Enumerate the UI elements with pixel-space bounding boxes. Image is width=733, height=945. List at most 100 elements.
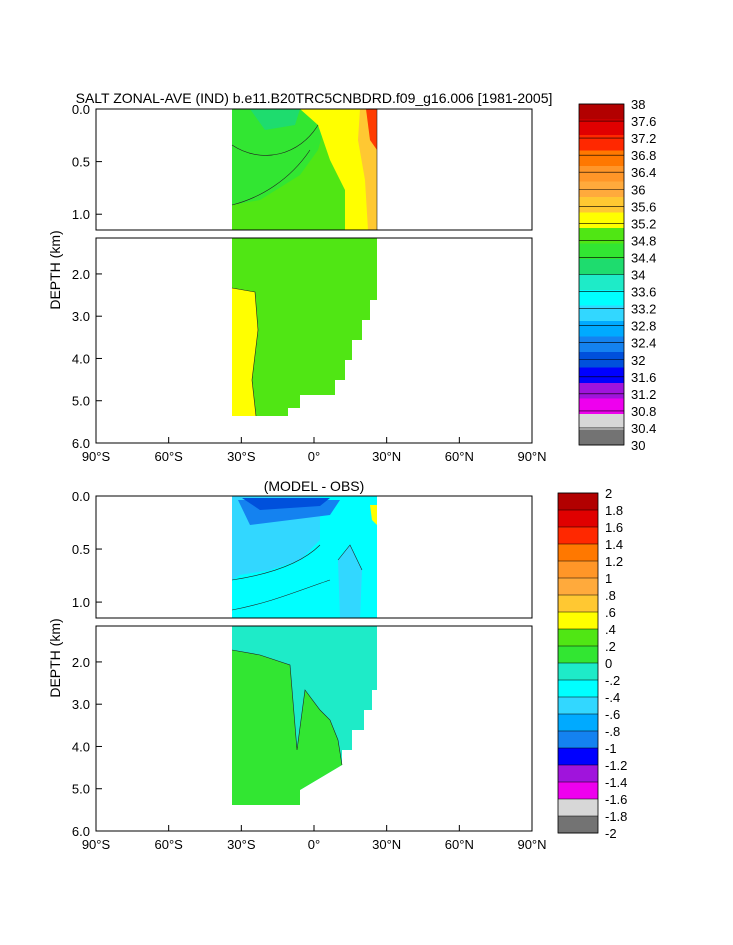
y-tick-label: 5.0: [72, 782, 90, 797]
x-tick-label: 60°N: [445, 449, 474, 464]
colorbar-label: 34.4: [631, 250, 656, 265]
x-tick-label: 60°S: [154, 837, 183, 852]
x-tick-group: 90°S 60°S 30°S 0° 30°N 60°N 90°N: [82, 437, 547, 464]
colorbar-label: -2: [605, 826, 617, 841]
y-tick-label: 5.0: [72, 394, 90, 409]
y-tick-label: 4.0: [72, 739, 90, 754]
colorbar-swatch: [579, 228, 624, 244]
upper-panel-frame: [95, 495, 533, 619]
colorbar-label: 36.4: [631, 165, 656, 180]
field-surface-positive: [370, 505, 377, 525]
field-saline-southern-deep: [232, 288, 258, 416]
contour-line-deep: [231, 287, 259, 417]
x-tick-label: 90°S: [82, 837, 111, 852]
field-north-tongue: [338, 545, 362, 618]
x-tick-label: 30°N: [372, 449, 401, 464]
colorbar-label: 32.8: [631, 319, 656, 334]
y-tick-label: 0.5: [72, 542, 90, 557]
contour-lines-upper: [231, 124, 319, 206]
field-deep: [232, 238, 377, 416]
upper-panel-field: [231, 109, 378, 230]
colorbar-label: 33.6: [631, 285, 656, 300]
x-tick-label: 30°S: [227, 449, 256, 464]
colorbar-label: -.8: [605, 724, 620, 739]
colorbar-label: -1.6: [605, 792, 627, 807]
y-tick-group: 0.0 0.5 1.0 2.0 3.0 4.0 5.0 6.0: [72, 102, 102, 451]
colorbar-label: -.4: [605, 690, 620, 705]
x-tick-label: 60°N: [445, 837, 474, 852]
colorbar-label: 2: [605, 486, 612, 501]
colorbar-swatch: [558, 646, 598, 664]
colorbar-swatch: [558, 493, 598, 511]
y-tick-label: 6.0: [72, 824, 90, 839]
field-southern-abyssal-bias: [232, 650, 342, 805]
colorbar-label: -.2: [605, 673, 620, 688]
colorbar-swatch: [558, 510, 598, 528]
x-tick-label: 30°S: [227, 837, 256, 852]
salinity-chart: SALT ZONAL-AVE (IND) b.e11.B20TRC5CNBDRD…: [47, 90, 656, 464]
colorbar-label: .4: [605, 622, 616, 637]
colorbar-label: 1.2: [605, 554, 623, 569]
field-strong-negative: [242, 498, 330, 510]
colorbar-label: -1.8: [605, 809, 627, 824]
colorbar-swatch: [558, 544, 598, 562]
colorbar-swatch: [579, 398, 624, 415]
colorbar-swatch: [558, 561, 598, 579]
colorbar-label: 33.2: [631, 302, 656, 317]
y-tick-label: 1.0: [72, 207, 90, 222]
colorbar-swatch: [558, 629, 598, 647]
colorbar-swatch: [579, 135, 624, 151]
y-tick-label: 2.0: [72, 655, 90, 670]
colorbar-label: 1.8: [605, 503, 623, 518]
colorbar-swatch: [558, 748, 598, 766]
colorbar-swatch: [558, 697, 598, 715]
field-red-sea-outflow: [366, 109, 377, 150]
colorbar-label: -1.2: [605, 758, 627, 773]
colorbar: 38 37.6 37.2 36.8 36.4 36 35.6 35.2 34.8 34.4 34 33…: [578, 97, 656, 453]
x-tick-label: 0°: [308, 449, 320, 464]
colorbar-swatch: [558, 731, 598, 749]
colorbar-label: 30.4: [631, 421, 656, 436]
colorbar-swatch: [579, 150, 624, 167]
colorbar-swatch: [579, 429, 624, 446]
colorbar-swatch: [558, 799, 598, 817]
upper-panel-field: [231, 496, 377, 618]
colorbar-label: 1: [605, 571, 612, 586]
chart-title: SALT ZONAL-AVE (IND) b.e11.B20TRC5CNBDRD…: [76, 90, 553, 106]
colorbar-label: -1: [605, 741, 617, 756]
y-tick-label: 0.0: [72, 102, 90, 117]
y-tick-label: 6.0: [72, 436, 90, 451]
colorbar-swatch: [579, 290, 624, 306]
contour-line-deep: [231, 649, 343, 766]
colorbar-label: .8: [605, 588, 616, 603]
colorbar-label: 36.8: [631, 148, 656, 163]
colorbar-swatch: [558, 782, 598, 800]
x-tick-label: 90°N: [517, 449, 546, 464]
colorbar-label: 36: [631, 182, 645, 197]
colorbar-swatch: [579, 414, 624, 430]
colorbar-swatch: [558, 816, 598, 834]
colorbar-label: 37.2: [631, 131, 656, 146]
difference-chart: (MODEL - OBS) DEPTH (km) 0.0 0.5 1.0 2.0 3.0…: [47, 478, 627, 852]
y-tick-group: 0.0 0.5 1.0 2.0 3.0 4.0 5.0 6.0: [72, 489, 102, 839]
colorbar-swatch: [579, 119, 624, 136]
colorbar-label: 32: [631, 353, 645, 368]
colorbar-swatch: [579, 259, 624, 275]
colorbar-swatch: [579, 274, 624, 291]
colorbar-label: 35.2: [631, 216, 656, 231]
y-tick-label: 1.0: [72, 595, 90, 610]
colorbar-swatch: [558, 527, 598, 545]
colorbar-swatch: [558, 595, 598, 613]
colorbar-swatch: [579, 104, 624, 120]
colorbar-swatch: [579, 305, 624, 322]
colorbar-label: 35.6: [631, 199, 656, 214]
colorbar-label: .6: [605, 605, 616, 620]
colorbar-label: 30: [631, 438, 645, 453]
colorbar-label: -.6: [605, 707, 620, 722]
colorbar-label: 38: [631, 97, 645, 112]
colorbar-swatch: [558, 765, 598, 783]
colorbar-label: 1.6: [605, 520, 623, 535]
colorbar-swatch: [579, 197, 624, 213]
y-tick-label: 3.0: [72, 309, 90, 324]
